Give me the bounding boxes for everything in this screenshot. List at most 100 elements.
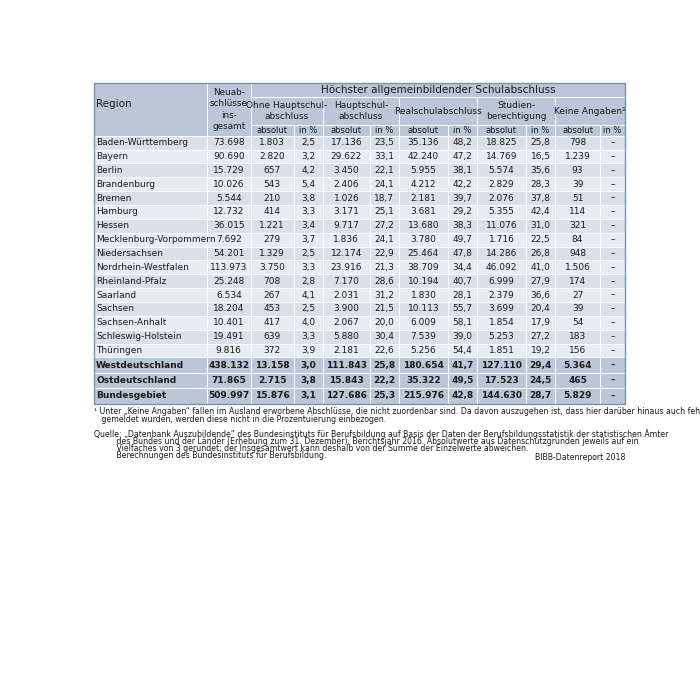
Bar xyxy=(251,97,323,125)
Text: 3,3: 3,3 xyxy=(301,207,316,217)
Text: des Bundes und der Länder (Erhebung zum 31. Dezember), Berichtsjahr 2016. Absolu: des Bundes und der Länder (Erhebung zum … xyxy=(94,437,638,446)
Text: –: – xyxy=(610,207,615,217)
Bar xyxy=(207,316,251,329)
Bar xyxy=(477,178,526,191)
Text: 51: 51 xyxy=(572,194,583,202)
Text: 156: 156 xyxy=(569,346,586,355)
Bar xyxy=(526,125,555,136)
Bar xyxy=(251,178,294,191)
Text: 15.876: 15.876 xyxy=(255,392,290,400)
Text: 127.110: 127.110 xyxy=(481,360,522,370)
Bar xyxy=(526,205,555,219)
Bar xyxy=(555,97,625,125)
Text: 1.329: 1.329 xyxy=(259,249,285,258)
Text: Sachsen: Sachsen xyxy=(96,304,134,313)
Bar xyxy=(399,373,448,388)
Bar xyxy=(399,302,448,316)
Bar xyxy=(555,329,600,344)
Bar xyxy=(448,136,477,150)
Bar xyxy=(207,83,251,136)
Bar xyxy=(294,358,323,373)
Text: 15.843: 15.843 xyxy=(329,376,364,385)
Text: 4,0: 4,0 xyxy=(301,319,316,327)
Text: 210: 210 xyxy=(264,194,281,202)
Bar xyxy=(207,163,251,178)
Text: 3,8: 3,8 xyxy=(301,194,316,202)
Bar xyxy=(526,316,555,329)
Bar xyxy=(399,329,448,344)
Bar xyxy=(94,205,207,219)
Text: 24,1: 24,1 xyxy=(374,180,394,189)
Bar xyxy=(600,261,625,274)
Bar xyxy=(526,274,555,288)
Text: 14.769: 14.769 xyxy=(486,152,517,161)
Text: 7.692: 7.692 xyxy=(216,235,241,244)
Bar xyxy=(370,233,399,246)
Bar xyxy=(207,150,251,163)
Bar xyxy=(207,302,251,316)
Text: 798: 798 xyxy=(569,138,586,147)
Text: 2,5: 2,5 xyxy=(301,138,316,147)
Text: 2.067: 2.067 xyxy=(333,319,359,327)
Text: 24,5: 24,5 xyxy=(529,376,552,385)
Bar xyxy=(370,302,399,316)
Bar xyxy=(600,302,625,316)
Bar xyxy=(94,329,207,344)
Text: in %: in % xyxy=(375,126,393,135)
Bar xyxy=(477,97,555,125)
Text: Keine Angaben¹: Keine Angaben¹ xyxy=(554,107,626,115)
Text: –: – xyxy=(610,138,615,147)
Text: 3.450: 3.450 xyxy=(333,166,359,175)
Bar xyxy=(251,288,294,302)
Text: 37,8: 37,8 xyxy=(531,194,550,202)
Bar xyxy=(555,163,600,178)
Bar xyxy=(555,261,600,274)
Text: 55,7: 55,7 xyxy=(452,304,472,313)
Bar xyxy=(370,274,399,288)
Text: 18.204: 18.204 xyxy=(213,304,244,313)
Text: 9.717: 9.717 xyxy=(333,221,359,230)
Text: 33,1: 33,1 xyxy=(374,152,394,161)
Bar xyxy=(207,344,251,358)
Text: 29,4: 29,4 xyxy=(529,360,552,370)
Text: 509.997: 509.997 xyxy=(208,392,249,400)
Text: 1.830: 1.830 xyxy=(410,290,436,300)
Text: 3,4: 3,4 xyxy=(301,221,316,230)
Text: 17.523: 17.523 xyxy=(484,376,519,385)
Text: –: – xyxy=(610,235,615,244)
Bar xyxy=(399,178,448,191)
Text: 3.780: 3.780 xyxy=(410,235,436,244)
Bar xyxy=(600,316,625,329)
Bar xyxy=(370,125,399,136)
Bar xyxy=(251,316,294,329)
Text: 3,8: 3,8 xyxy=(300,376,316,385)
Bar xyxy=(600,344,625,358)
Bar xyxy=(448,125,477,136)
Text: Höchster allgemeinbildender Schulabschluss: Höchster allgemeinbildender Schulabschlu… xyxy=(321,85,555,95)
Text: Berlin: Berlin xyxy=(96,166,122,175)
Text: 114: 114 xyxy=(569,207,586,217)
Bar xyxy=(526,302,555,316)
Bar xyxy=(207,261,251,274)
Bar xyxy=(555,388,600,404)
Bar xyxy=(399,97,477,125)
Bar xyxy=(323,125,370,136)
Text: 22,6: 22,6 xyxy=(374,346,394,355)
Bar xyxy=(555,136,600,150)
Bar xyxy=(477,373,526,388)
Bar xyxy=(251,219,294,233)
Text: 16,5: 16,5 xyxy=(531,152,550,161)
Text: Westdeutschland: Westdeutschland xyxy=(96,360,184,370)
Text: 21,3: 21,3 xyxy=(374,263,394,272)
Bar xyxy=(600,329,625,344)
Bar xyxy=(448,329,477,344)
Text: –: – xyxy=(610,263,615,272)
Bar xyxy=(555,246,600,261)
Bar xyxy=(399,274,448,288)
Text: in %: in % xyxy=(603,126,622,135)
Text: 2.379: 2.379 xyxy=(489,290,514,300)
Text: 279: 279 xyxy=(264,235,281,244)
Text: 20,4: 20,4 xyxy=(531,304,550,313)
Bar xyxy=(207,136,251,150)
Text: –: – xyxy=(610,319,615,327)
